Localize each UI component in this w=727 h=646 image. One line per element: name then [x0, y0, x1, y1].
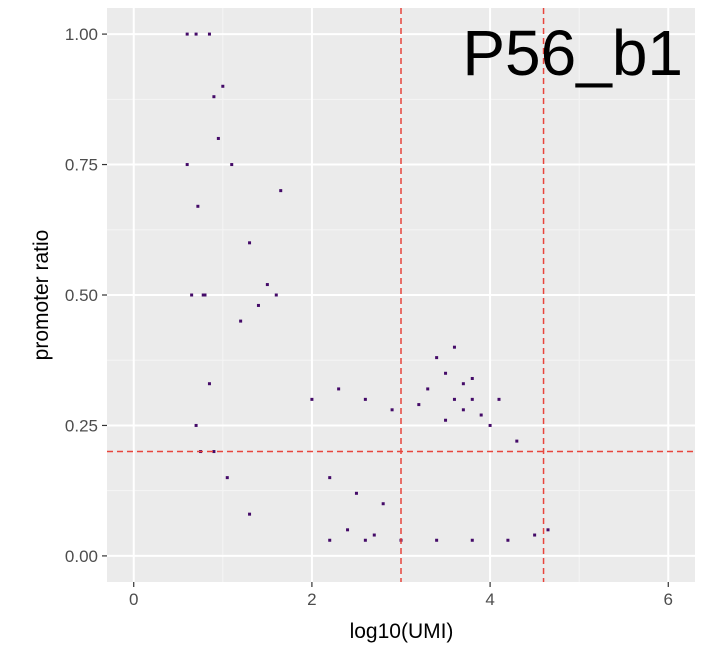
data-point: [452, 345, 456, 349]
data-point: [479, 413, 483, 417]
data-point: [203, 293, 207, 297]
data-point: [221, 84, 225, 88]
data-point: [190, 293, 194, 297]
data-point: [461, 382, 465, 386]
data-point: [207, 32, 211, 36]
data-point: [452, 397, 456, 401]
data-point: [207, 382, 211, 386]
data-point: [381, 502, 385, 506]
y-axis-ticks: 0.00 0.25 0.50 0.75 1.00: [65, 25, 107, 566]
data-point: [470, 376, 474, 380]
data-point: [212, 450, 216, 454]
data-point: [194, 423, 198, 427]
data-point: [230, 163, 234, 167]
data-point: [444, 371, 448, 375]
y-axis-title: promoter ratio: [30, 230, 53, 361]
data-point: [279, 189, 283, 193]
data-point: [212, 95, 216, 99]
data-point: [265, 283, 269, 287]
data-point: [435, 356, 439, 360]
data-point: [417, 403, 421, 407]
x-tick-label: 4: [485, 590, 494, 609]
data-point: [216, 136, 220, 140]
data-point: [390, 408, 394, 412]
data-point: [328, 538, 332, 542]
data-point: [346, 528, 350, 532]
data-point: [533, 533, 537, 537]
x-tick-label: 2: [307, 590, 316, 609]
data-point: [248, 241, 252, 245]
data-point: [372, 533, 376, 537]
data-point: [461, 408, 465, 412]
y-tick-label: 0.75: [65, 156, 98, 175]
data-point: [201, 293, 205, 297]
data-points: [185, 32, 550, 542]
x-tick-label: 6: [664, 590, 673, 609]
x-tick-label: 0: [129, 590, 138, 609]
data-point: [248, 512, 252, 516]
data-point: [239, 319, 243, 323]
data-point: [354, 491, 358, 495]
major-gridlines: [107, 8, 695, 582]
data-point: [256, 303, 260, 307]
data-point: [194, 32, 198, 36]
data-point: [470, 397, 474, 401]
panel-label: P56_b1: [462, 17, 683, 89]
data-point: [310, 397, 314, 401]
x-axis-title: log10(UMI): [350, 620, 454, 643]
y-tick-label: 1.00: [65, 25, 98, 44]
data-point: [185, 163, 189, 167]
data-point: [225, 476, 229, 480]
data-point: [196, 204, 200, 208]
data-point: [470, 538, 474, 542]
y-tick-label: 0.25: [65, 416, 98, 435]
x-axis-ticks: 0 2 4 6: [129, 582, 673, 609]
data-point: [274, 293, 278, 297]
data-point: [444, 418, 448, 422]
data-point: [546, 528, 550, 532]
data-point: [185, 32, 189, 36]
data-point: [497, 397, 501, 401]
data-point: [337, 387, 341, 391]
y-tick-label: 0.00: [65, 547, 98, 566]
data-point: [328, 476, 332, 480]
data-point: [435, 538, 439, 542]
threshold-lines: [107, 8, 695, 582]
data-point: [506, 538, 510, 542]
y-tick-label: 0.50: [65, 286, 98, 305]
data-point: [426, 387, 430, 391]
data-point: [363, 538, 367, 542]
data-point: [363, 397, 367, 401]
data-point: [488, 423, 492, 427]
data-point: [515, 439, 519, 443]
